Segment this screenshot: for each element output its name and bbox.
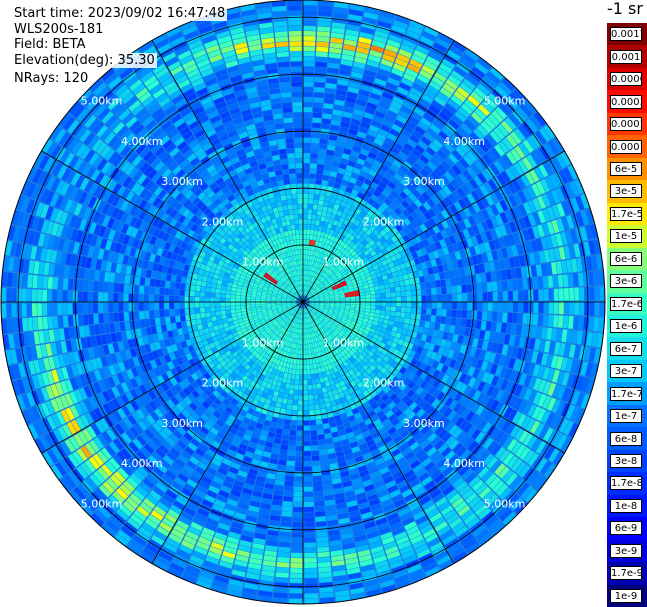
colorbar-label: 6e-9 [610, 521, 642, 536]
range-ring-label: 4.00km [443, 135, 485, 148]
range-ring-label: 3.00km [161, 417, 203, 430]
azimuth-line [41, 150, 304, 303]
range-ring-label: 1.00km [242, 336, 284, 349]
colorbar-label: 0.0001 [610, 139, 642, 154]
range-ring-label: 5.00km [81, 498, 123, 511]
colorbar-label: 1e-5 [610, 229, 642, 244]
range-ring-label: 4.00km [443, 457, 485, 470]
colorbar-label: 3e-6 [610, 274, 642, 289]
range-ring-label: 2.00km [202, 215, 244, 228]
instrument-label: WLS200s-181 [12, 22, 106, 37]
start-time-label: Start time: 2023/09/02 16:47:48 [12, 6, 228, 21]
azimuth-line [302, 40, 455, 303]
range-ring-label: 3.00km [403, 175, 445, 188]
range-ring-label: 1.00km [323, 336, 365, 349]
colorbar-label: 0.0017 [610, 27, 642, 42]
range-ring-label: 4.00km [121, 135, 163, 148]
colorbar-label: 6e-7 [610, 341, 642, 356]
colorbar-label: 6e-6 [610, 251, 642, 266]
azimuth-line [302, 301, 455, 564]
azimuth-line [151, 40, 304, 303]
ppi-plot: 1.00km 1.00km 1.00km 1.00km 2.00km 2.00km 2.00… [0, 0, 606, 605]
range-ring-label: 1.00km [242, 256, 284, 269]
colorbar-label: 1.7e-8 [610, 476, 642, 491]
azimuth-line [302, 150, 565, 303]
colorbar-label: 1.7e-6 [610, 296, 642, 311]
field-label: Field: BETA [12, 37, 88, 52]
azimuth-line [302, 301, 565, 454]
range-ring-label: 5.00km [81, 95, 123, 108]
range-ring-label: 5.00km [484, 95, 526, 108]
colorbar-label: 1e-8 [610, 498, 642, 513]
colorbar-label: 1.7e-9 [610, 566, 642, 581]
nrays-label: NRays: 120 [12, 71, 91, 86]
elevation-label: Elevation(deg): 35.30 [12, 53, 157, 68]
colorbar-label: 6e-8 [610, 431, 642, 446]
colorbar-label: 1.7e-7 [610, 386, 642, 401]
colorbar-title: -1 sr [607, 0, 643, 18]
colorbar-label: 1.7e-5 [610, 206, 642, 221]
colorbar-label: 3e-7 [610, 364, 642, 379]
colorbar-label: 0.001 [610, 49, 642, 64]
range-ring-label: 1.00km [323, 256, 365, 269]
colorbar-label: 3e-8 [610, 454, 642, 468]
range-ring-label: 3.00km [403, 417, 445, 430]
range-ring-label: 2.00km [363, 377, 405, 390]
azimuth-line [41, 301, 304, 454]
colorbar-label: 1e-6 [610, 319, 642, 334]
range-ring-label: 4.00km [121, 457, 163, 470]
range-ring-label: 2.00km [202, 377, 244, 390]
colorbar-label: 1e-7 [610, 409, 642, 424]
colorbar-label: 6e-5 [610, 162, 642, 176]
azimuth-line [151, 301, 304, 564]
colorbar-label: 3e-5 [610, 184, 642, 199]
colorbar-label: 1e-9 [610, 588, 642, 603]
ppi-gates [1, 0, 605, 604]
colorbar-label: 0.0003 [610, 94, 642, 109]
range-ring-label: 3.00km [161, 175, 203, 188]
colorbar-label: 3e-9 [610, 543, 642, 558]
range-ring-label: 2.00km [363, 215, 405, 228]
range-ring-label: 5.00km [484, 498, 526, 511]
colorbar-label: 0.00017 [610, 117, 642, 132]
